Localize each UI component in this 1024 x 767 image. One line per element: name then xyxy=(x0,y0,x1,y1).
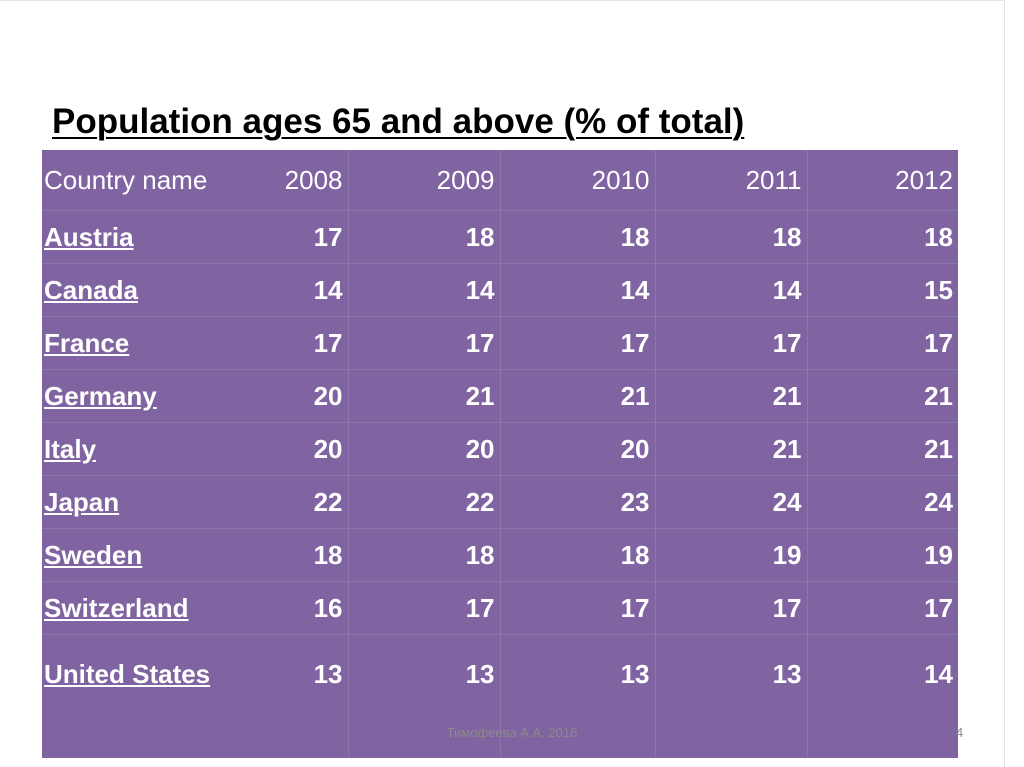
data-row: Italy 20 20 20 21 21 xyxy=(42,422,958,476)
country-cell: France xyxy=(42,316,250,370)
country-cell: Germany xyxy=(42,369,250,423)
country-link[interactable]: Austria xyxy=(44,221,134,252)
value-cell: 16 xyxy=(250,581,348,635)
data-row: Japan 22 22 23 24 24 xyxy=(42,475,958,529)
value-cell: 13 xyxy=(347,634,500,758)
country-link[interactable]: Switzerland xyxy=(44,592,189,623)
value-cell: 13 xyxy=(654,634,807,758)
value-cell: 21 xyxy=(654,422,807,476)
value-cell: 17 xyxy=(806,316,958,370)
value-cell: 17 xyxy=(347,581,500,635)
header-cell: 2012 xyxy=(806,150,958,211)
header-row: Country name 2008 2009 2010 2011 2012 xyxy=(42,150,958,211)
country-link[interactable]: Japan xyxy=(44,486,120,517)
value-cell: 21 xyxy=(806,422,958,476)
header-cell: Country name xyxy=(44,164,208,195)
data-row: United States 13 13 13 13 14 xyxy=(42,634,958,758)
value-cell: 13 xyxy=(250,634,348,758)
value-cell: 20 xyxy=(250,369,348,423)
value-cell: 22 xyxy=(250,475,348,529)
header-cell: 2011 xyxy=(654,150,807,211)
data-row: Canada 14 14 14 14 15 xyxy=(42,263,958,317)
value-cell: 17 xyxy=(499,581,655,635)
country-cell: Switzerland xyxy=(42,581,250,635)
value-cell: 23 xyxy=(499,475,655,529)
header-cell: 2009 xyxy=(347,150,500,211)
value-cell: 21 xyxy=(806,369,958,423)
value-cell: 17 xyxy=(347,316,500,370)
value-cell: 18 xyxy=(250,528,348,582)
data-row: Austria 17 18 18 18 18 xyxy=(42,210,958,264)
value-cell: 18 xyxy=(654,210,807,264)
value-cell: 14 xyxy=(347,263,500,317)
country-cell: Sweden xyxy=(42,528,250,582)
value-cell: 14 xyxy=(654,263,807,317)
value-cell: 18 xyxy=(347,528,500,582)
value-cell: 20 xyxy=(347,422,500,476)
value-cell: 20 xyxy=(250,422,348,476)
slide-title: Population ages 65 and above (% of total… xyxy=(52,102,745,141)
frame-line xyxy=(1004,0,1005,767)
country-link[interactable]: Italy xyxy=(44,433,97,464)
frame-line xyxy=(0,0,1004,1)
value-cell: 17 xyxy=(250,210,348,264)
value-cell: 21 xyxy=(347,369,500,423)
country-link[interactable]: France xyxy=(44,327,130,358)
value-cell: 20 xyxy=(499,422,655,476)
header-cell: 2010 xyxy=(499,150,655,211)
value-cell: 17 xyxy=(654,316,807,370)
country-cell: United States xyxy=(42,634,250,758)
value-cell: 24 xyxy=(806,475,958,529)
country-link[interactable]: Germany xyxy=(44,380,157,411)
country-link[interactable]: United States xyxy=(44,659,211,689)
value-cell: 21 xyxy=(654,369,807,423)
value-cell: 17 xyxy=(654,581,807,635)
value-cell: 19 xyxy=(806,528,958,582)
value-cell: 21 xyxy=(499,369,655,423)
value-cell: 14 xyxy=(806,634,958,758)
header-cell: 2008 xyxy=(284,164,343,195)
value-cell: 24 xyxy=(654,475,807,529)
value-cell: 18 xyxy=(499,528,655,582)
data-row: Sweden 18 18 18 19 19 xyxy=(42,528,958,582)
value-cell: 18 xyxy=(347,210,500,264)
table-body: Country name 2008 2009 2010 2011 2012 Austria 1… xyxy=(42,150,958,758)
country-cell: Italy xyxy=(42,422,250,476)
value-cell: 22 xyxy=(347,475,500,529)
country-cell: Canada xyxy=(42,263,250,317)
value-cell: 15 xyxy=(806,263,958,317)
value-cell: 17 xyxy=(250,316,348,370)
value-cell: 14 xyxy=(499,263,655,317)
data-row: Switzerland 16 17 17 17 17 xyxy=(42,581,958,635)
page-number: 4 xyxy=(956,725,964,740)
value-cell: 14 xyxy=(250,263,348,317)
country-link[interactable]: Canada xyxy=(44,274,138,305)
value-cell: 19 xyxy=(654,528,807,582)
data-row: Germany 20 21 21 21 21 xyxy=(42,369,958,423)
value-cell: 17 xyxy=(806,581,958,635)
data-row: France 17 17 17 17 17 xyxy=(42,316,958,370)
value-cell: 18 xyxy=(806,210,958,264)
country-link[interactable]: Sweden xyxy=(44,539,143,570)
value-cell: 17 xyxy=(499,316,655,370)
data-table: Country name 2008 2009 2010 2011 2012 Austria 1… xyxy=(42,150,958,758)
value-cell: 13 xyxy=(499,634,655,758)
value-cell: 18 xyxy=(499,210,655,264)
country-cell: Japan xyxy=(42,475,250,529)
footer-author: Тимофеева А.А. 2016 xyxy=(446,725,578,740)
country-cell: Austria xyxy=(42,210,250,264)
